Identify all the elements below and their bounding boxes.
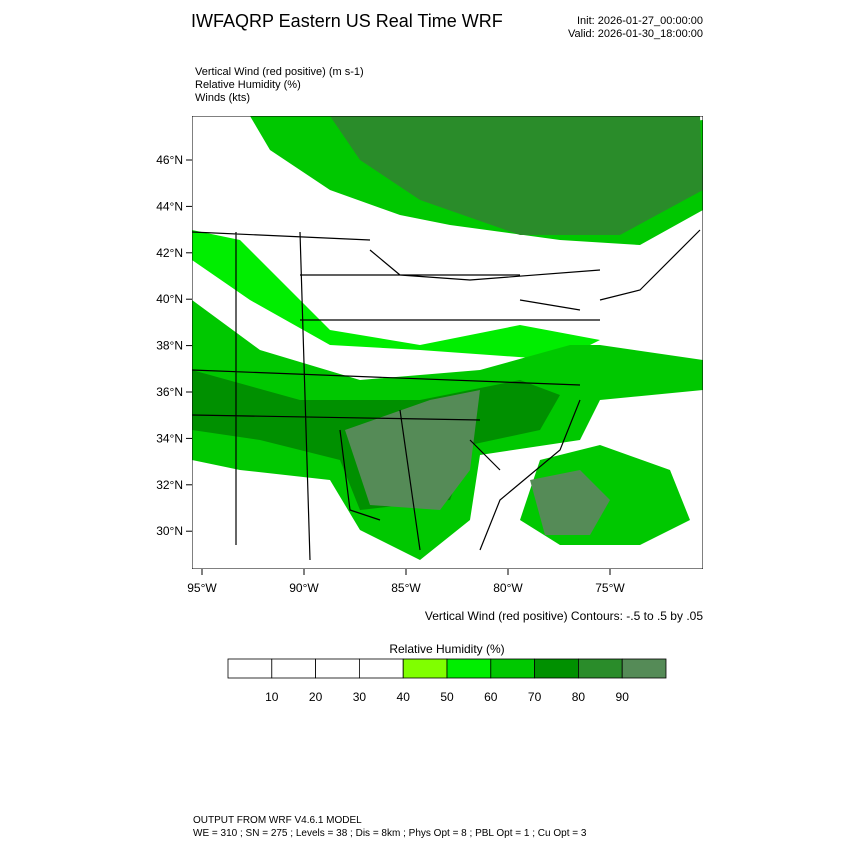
colorbar-box xyxy=(621,658,667,679)
lat-label: 32°N xyxy=(156,478,183,492)
colorbar-title: Relative Humidity (%) xyxy=(389,642,504,656)
lon-label: 90°W xyxy=(289,581,319,595)
colorbar-label: 60 xyxy=(484,690,498,704)
colorbar-label: 20 xyxy=(309,690,323,704)
init-time: Init: 2026-01-27_00:00:00 xyxy=(577,15,703,27)
title: IWFAQRP Eastern US Real Time WRF xyxy=(191,11,503,31)
axes: 46°N 44°N 42°N 40°N 38°N 36°N 34°N 32°N 30°N 95°W… xyxy=(156,153,625,595)
lon-label: 75°W xyxy=(595,581,625,595)
valid-time: Valid: 2026-01-30_18:00:00 xyxy=(568,28,703,40)
lon-label: 85°W xyxy=(391,581,421,595)
lat-label: 46°N xyxy=(156,153,183,167)
lat-label: 42°N xyxy=(156,246,183,260)
lon-label: 95°W xyxy=(187,581,217,595)
colorbar-label: 80 xyxy=(572,690,586,704)
colorbar-label: 30 xyxy=(353,690,367,704)
lon-label: 80°W xyxy=(493,581,523,595)
colorbar-box xyxy=(578,658,623,679)
contour-note: Vertical Wind (red positive) Contours: -… xyxy=(425,609,703,623)
lat-label: 40°N xyxy=(156,292,183,306)
footer-line: OUTPUT FROM WRF V4.6.1 MODEL xyxy=(193,815,362,826)
map xyxy=(192,116,703,569)
colorbar: 10 20 30 40 50 60 70 80 90 xyxy=(227,658,667,704)
colorbar-box xyxy=(227,658,273,679)
colorbar-label: 90 xyxy=(616,690,630,704)
humidity-band xyxy=(192,230,600,360)
lat-label: 36°N xyxy=(156,385,183,399)
colorbar-box xyxy=(446,658,492,679)
colorbar-label: 50 xyxy=(440,690,454,704)
lat-label: 30°N xyxy=(156,524,183,538)
lat-label: 34°N xyxy=(156,431,183,445)
boundaries xyxy=(192,229,701,561)
colorbar-box xyxy=(315,658,360,679)
colorbar-label: 70 xyxy=(528,690,542,704)
field-label: Winds (kts) xyxy=(195,92,250,104)
colorbar-box xyxy=(358,658,404,679)
footer-line: WE = 310 ; SN = 275 ; Levels = 38 ; Dis … xyxy=(193,828,587,839)
field-label: Relative Humidity (%) xyxy=(195,79,301,91)
lat-label: 38°N xyxy=(156,339,183,353)
humidity-band xyxy=(530,470,610,535)
colorbar-box xyxy=(534,658,579,679)
field-list: Vertical Wind (red positive) (m s-1)Rela… xyxy=(195,66,364,104)
colorbar-box xyxy=(271,658,316,679)
field-label: Vertical Wind (red positive) (m s-1) xyxy=(195,66,364,78)
colorbar-label: 40 xyxy=(397,690,411,704)
lat-label: 44°N xyxy=(156,199,183,213)
colorbar-box xyxy=(402,658,448,679)
colorbar-box xyxy=(490,658,535,679)
humidity-band xyxy=(330,116,703,235)
colorbar-label: 10 xyxy=(265,690,279,704)
